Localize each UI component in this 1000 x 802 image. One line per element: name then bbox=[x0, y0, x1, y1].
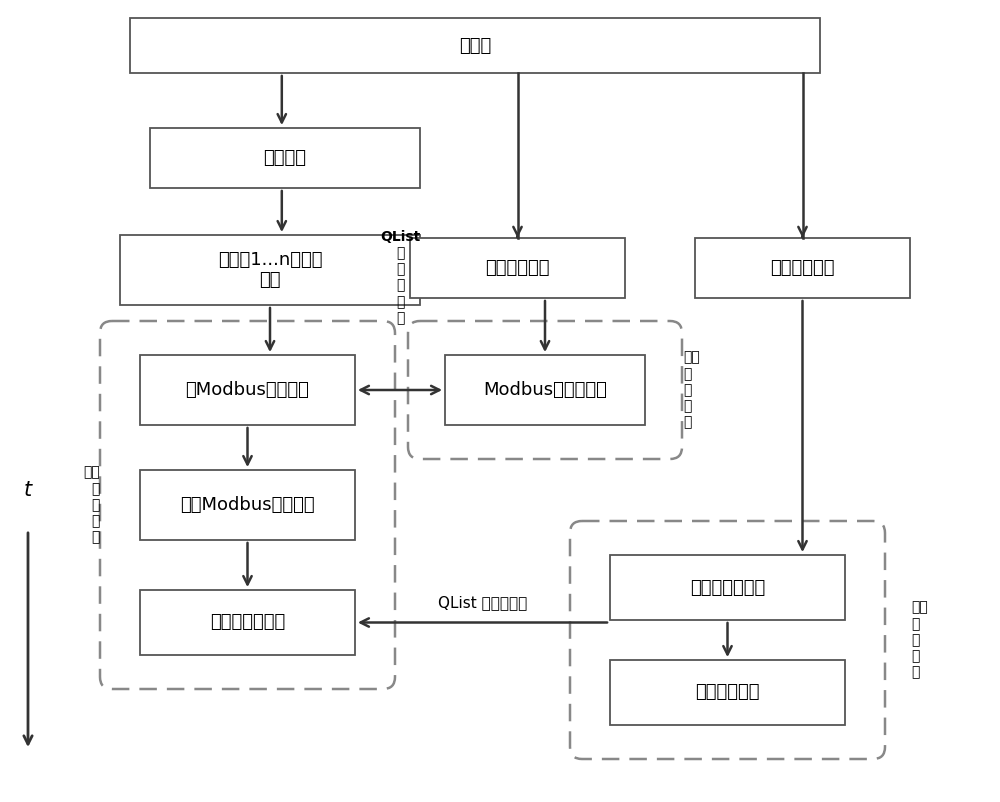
FancyBboxPatch shape bbox=[120, 235, 420, 305]
FancyBboxPatch shape bbox=[140, 590, 355, 655]
Text: 主线程: 主线程 bbox=[459, 37, 491, 55]
Text: 响应数据处理: 响应数据处理 bbox=[695, 683, 760, 702]
Text: 检测串口: 检测串口 bbox=[264, 149, 306, 167]
FancyBboxPatch shape bbox=[410, 238, 625, 298]
FancyBboxPatch shape bbox=[610, 660, 845, 725]
Text: QList 线程间通信: QList 线程间通信 bbox=[438, 596, 527, 610]
Text: 取Modbus列表命令: 取Modbus列表命令 bbox=[186, 381, 309, 399]
Text: 事件
消
息
循
环: 事件 消 息 循 环 bbox=[683, 350, 700, 429]
Text: 取响应列表数据: 取响应列表数据 bbox=[690, 578, 765, 597]
FancyBboxPatch shape bbox=[130, 18, 820, 73]
FancyBboxPatch shape bbox=[140, 470, 355, 540]
FancyBboxPatch shape bbox=[150, 128, 420, 188]
Text: 发送Modbus列表命令: 发送Modbus列表命令 bbox=[180, 496, 315, 514]
Text: Modbus命令入列表: Modbus命令入列表 bbox=[483, 381, 607, 399]
FancyBboxPatch shape bbox=[695, 238, 910, 298]
FancyBboxPatch shape bbox=[610, 555, 845, 620]
Text: QList
线
程
间
通
信: QList 线 程 间 通 信 bbox=[380, 230, 420, 325]
Text: t: t bbox=[24, 480, 32, 500]
Text: 事件
消
息
循
环: 事件 消 息 循 环 bbox=[83, 466, 100, 545]
Text: 协议线程启动: 协议线程启动 bbox=[485, 259, 550, 277]
Text: 数据线程启动: 数据线程启动 bbox=[770, 259, 835, 277]
FancyBboxPatch shape bbox=[140, 355, 355, 425]
Text: 响应消息入列表: 响应消息入列表 bbox=[210, 614, 285, 631]
Text: 事件
消
息
循
环: 事件 消 息 循 环 bbox=[911, 601, 928, 679]
FancyBboxPatch shape bbox=[445, 355, 645, 425]
Text: 串口（1...n）线程
启动: 串口（1...n）线程 启动 bbox=[218, 250, 322, 290]
